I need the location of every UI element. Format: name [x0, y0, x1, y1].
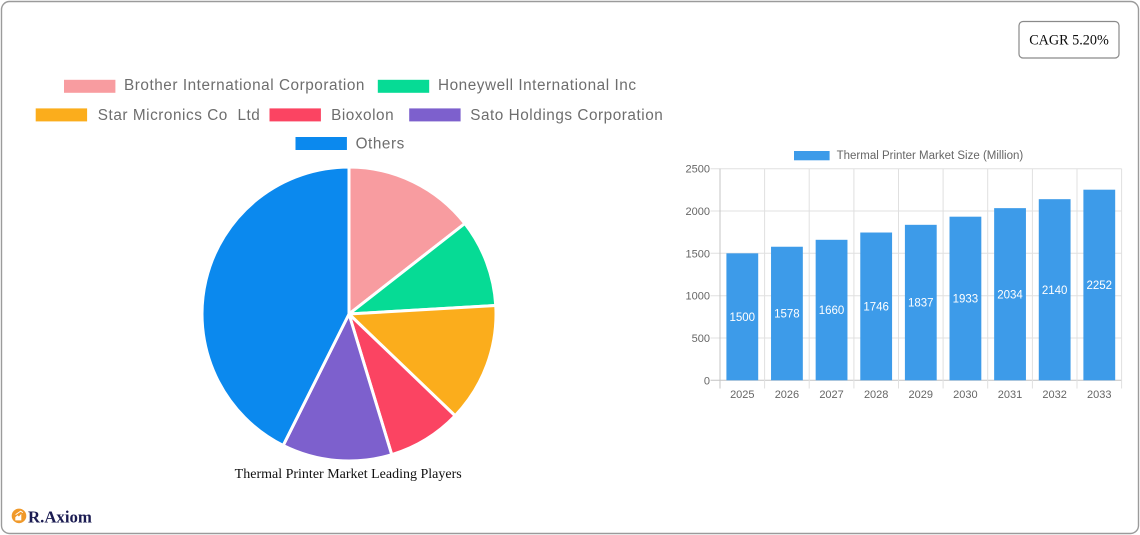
svg-text:2000: 2000: [686, 206, 710, 218]
svg-text:Thermal Printer Market Size (M: Thermal Printer Market Size (Million): [837, 150, 1024, 162]
svg-text:Others: Others: [356, 135, 405, 152]
svg-text:1660: 1660: [819, 305, 845, 317]
svg-text:Thermal Printer Market Leading: Thermal Printer Market Leading Players: [235, 467, 462, 482]
svg-text:CAGR 5.20%: CAGR 5.20%: [1029, 32, 1109, 48]
svg-text:Brother International Corporat: Brother International Corporation: [124, 77, 365, 94]
svg-text:2029: 2029: [909, 389, 933, 401]
svg-text:1746: 1746: [863, 302, 889, 314]
svg-text:1500: 1500: [730, 312, 756, 324]
svg-text:2025: 2025: [730, 389, 754, 401]
svg-text:1578: 1578: [774, 309, 800, 321]
svg-text:2252: 2252: [1086, 280, 1112, 292]
svg-text:2033: 2033: [1087, 389, 1111, 401]
svg-text:2026: 2026: [775, 389, 799, 401]
svg-text:2034: 2034: [997, 289, 1023, 301]
svg-text:2030: 2030: [953, 389, 977, 401]
svg-text:Star Micronics Co Ltd: Star Micronics Co Ltd: [98, 107, 261, 124]
svg-text:500: 500: [692, 333, 710, 345]
svg-text:2027: 2027: [819, 389, 843, 401]
svg-text:Bioxolon: Bioxolon: [331, 107, 394, 124]
svg-text:2140: 2140: [1042, 285, 1068, 297]
svg-text:2028: 2028: [864, 389, 888, 401]
svg-text:2031: 2031: [998, 389, 1022, 401]
svg-text:1837: 1837: [908, 298, 934, 310]
svg-text:1000: 1000: [686, 291, 710, 303]
svg-text:0: 0: [704, 375, 710, 387]
svg-text:Sato Holdings Corporation: Sato Holdings Corporation: [470, 107, 663, 124]
svg-text:R.Axiom: R.Axiom: [28, 508, 92, 527]
svg-text:2032: 2032: [1042, 389, 1066, 401]
svg-text:Honeywell International Inc: Honeywell International Inc: [438, 77, 637, 94]
svg-text:1500: 1500: [686, 248, 710, 260]
svg-text:1933: 1933: [953, 294, 979, 306]
svg-text:2500: 2500: [686, 164, 710, 176]
